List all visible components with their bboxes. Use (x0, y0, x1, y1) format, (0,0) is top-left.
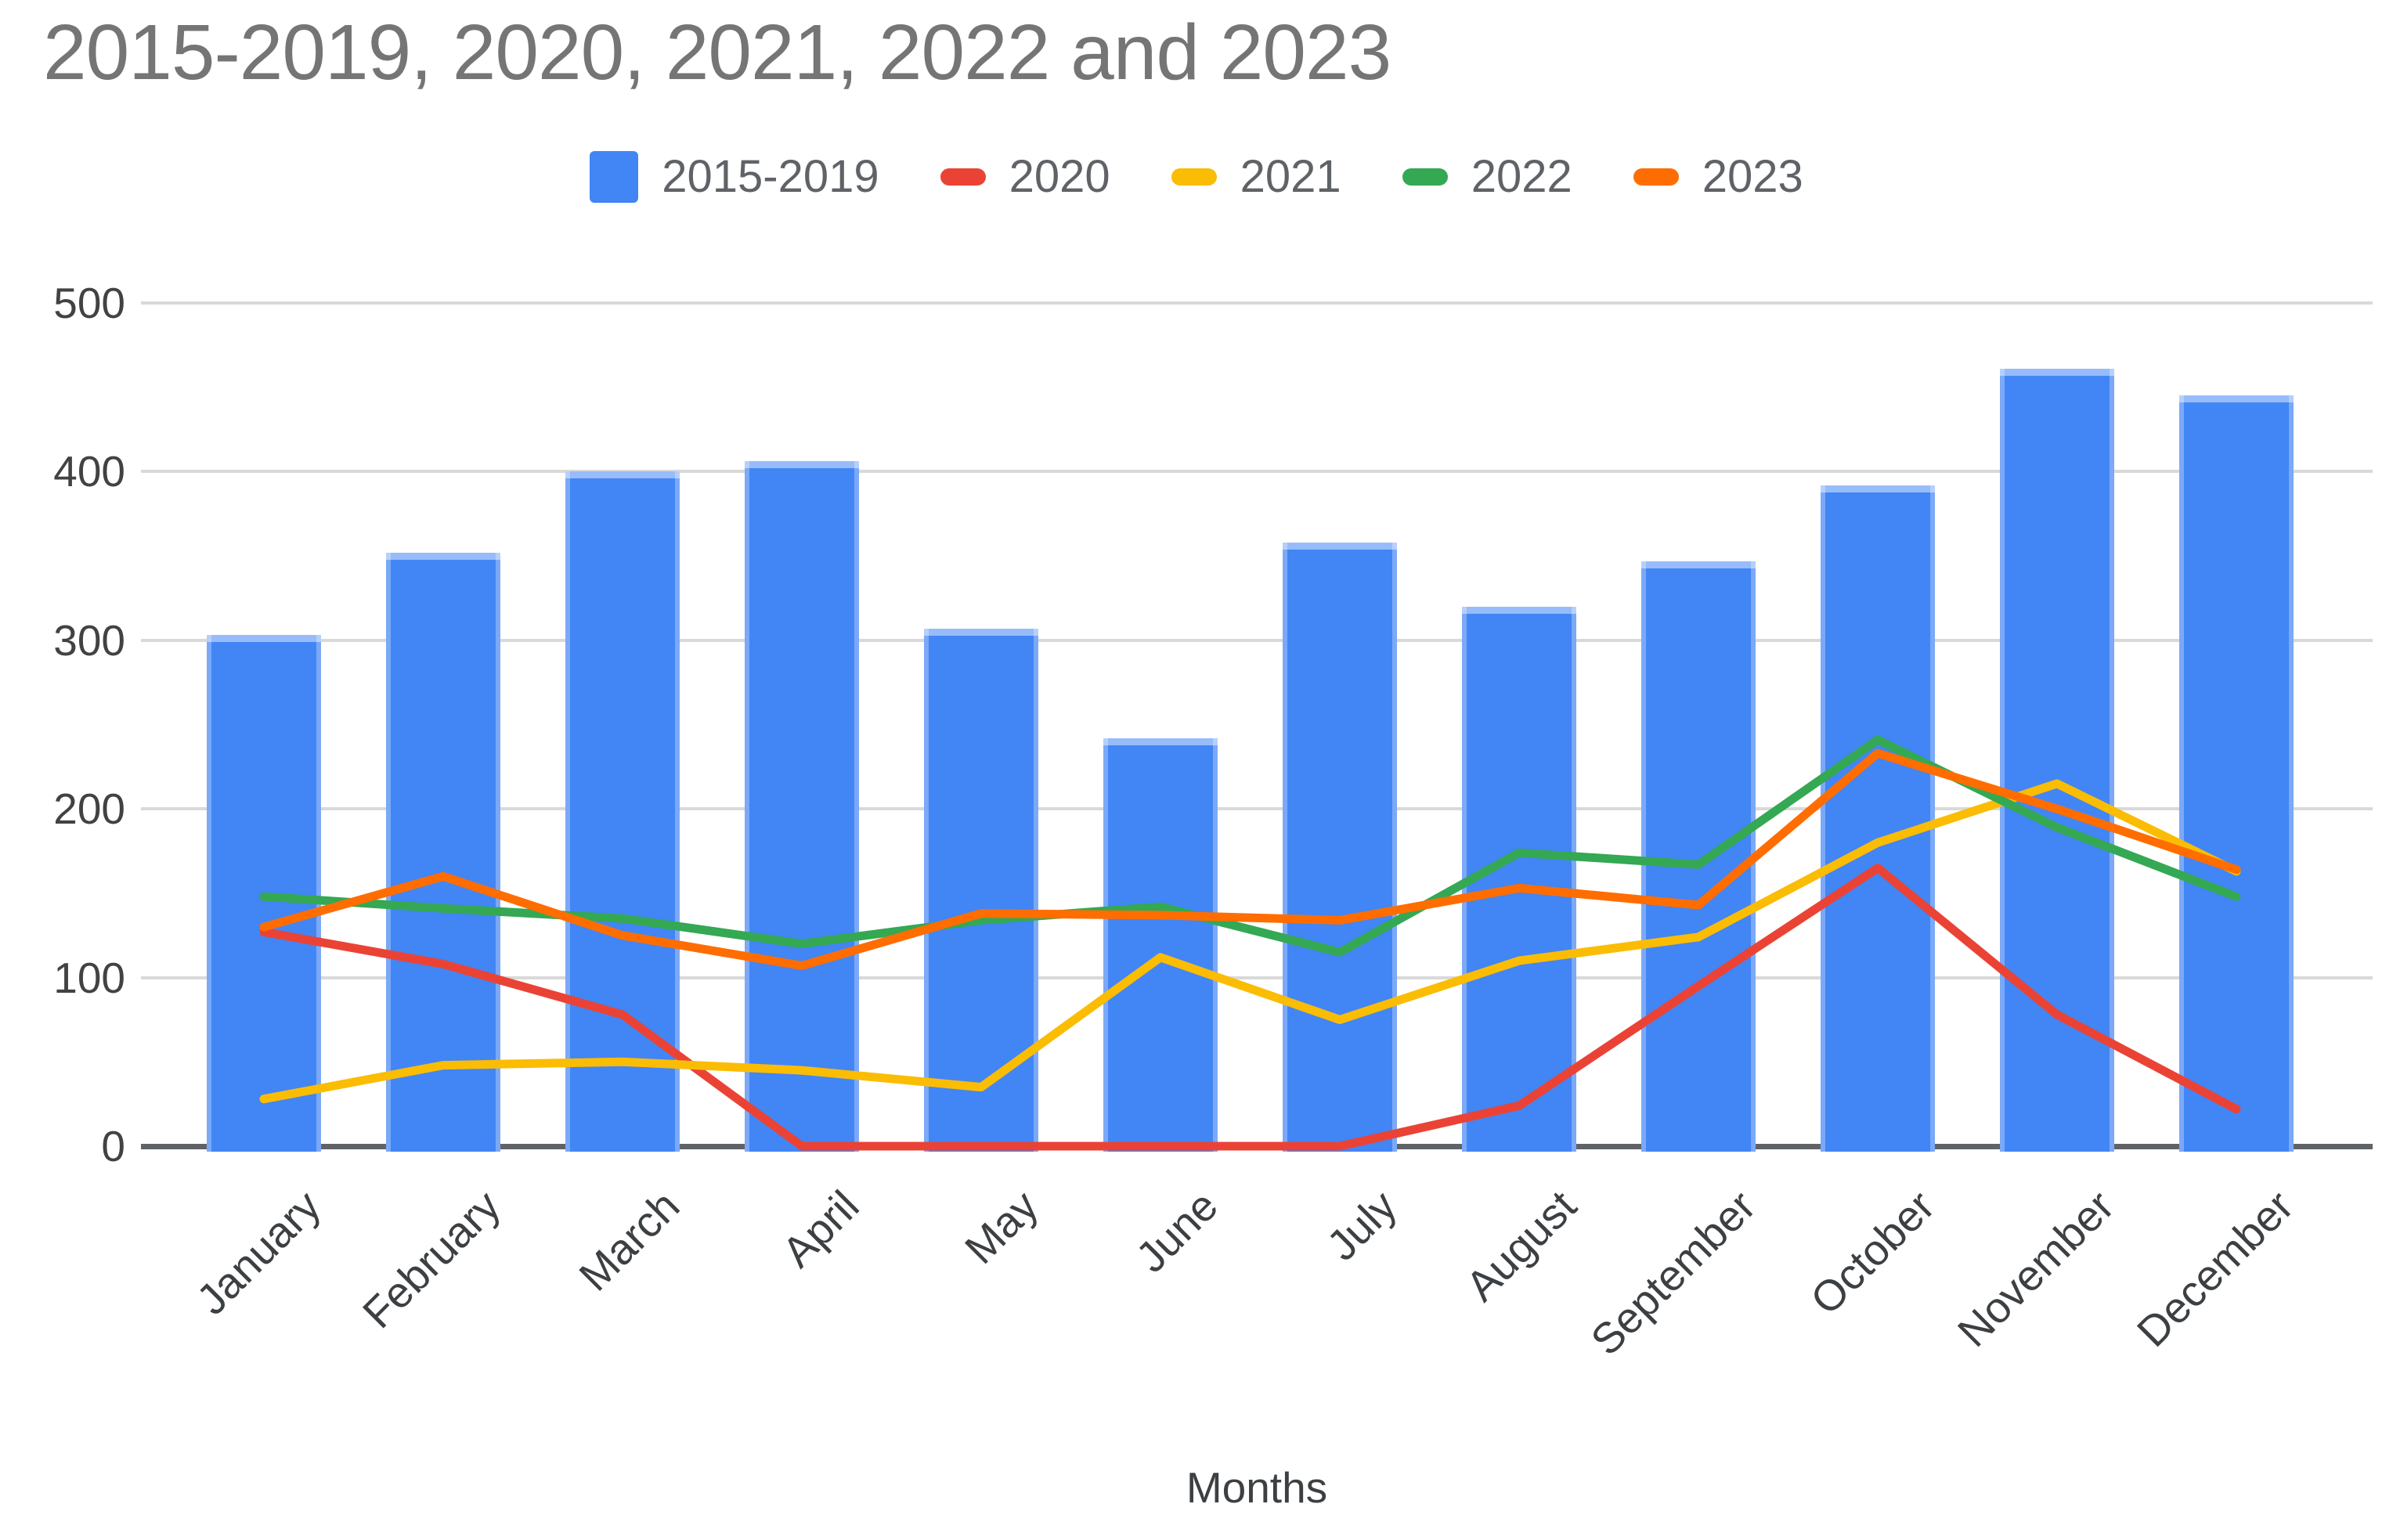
bar-october[interactable] (1821, 485, 1935, 1152)
legend-label: 2021 (1240, 151, 1341, 202)
y-axis-tick-label: 400 (53, 447, 125, 496)
legend-label: 2015-2019 (662, 151, 879, 202)
legend-label: 2023 (1702, 151, 1803, 202)
bar-december[interactable] (2179, 395, 2294, 1152)
legend: 2015-2019 2020 2021 2022 2023 (0, 150, 2393, 203)
x-axis-label-february: February (353, 1181, 510, 1338)
legend-swatch-2020-icon (940, 168, 986, 186)
bar-june[interactable] (1103, 738, 1218, 1152)
x-axis-label-march: March (569, 1181, 689, 1300)
bar-march[interactable] (565, 471, 680, 1152)
bar-september[interactable] (1641, 561, 1756, 1152)
legend-swatch-2021-icon (1171, 168, 1217, 186)
x-axis-label-august: August (1456, 1181, 1586, 1311)
x-axis-label-october: October (1801, 1181, 1944, 1324)
bar-february[interactable] (386, 552, 500, 1152)
legend-item-2015-2019[interactable]: 2015-2019 (590, 150, 879, 203)
legend-swatch-2022-icon (1402, 168, 1448, 186)
x-axis-label-july: July (1317, 1181, 1406, 1270)
legend-item-2021[interactable]: 2021 (1171, 150, 1341, 203)
gridline (141, 976, 2373, 979)
legend-item-2022[interactable]: 2022 (1402, 150, 1572, 203)
x-axis-label-november: November (1948, 1181, 2124, 1356)
line-2023[interactable] (259, 748, 2241, 970)
legend-item-2023[interactable]: 2023 (1633, 150, 1803, 203)
x-axis-label-december: December (2128, 1181, 2303, 1356)
x-axis-label-january: January (187, 1181, 330, 1324)
y-axis-tick-label: 200 (53, 784, 125, 834)
x-axis-label-april: April (772, 1181, 868, 1277)
bar-july[interactable] (1283, 542, 1397, 1152)
bar-april[interactable] (745, 461, 859, 1152)
bar-november[interactable] (2000, 369, 2114, 1152)
x-axis-label-september: September (1581, 1181, 1765, 1365)
legend-item-2020[interactable]: 2020 (940, 150, 1110, 203)
chart-title: 2015-2019, 2020, 2021, 2022 and 2023 (43, 9, 1391, 96)
gridline (141, 807, 2373, 811)
y-axis-tick-label: 500 (53, 279, 125, 327)
bar-august[interactable] (1462, 606, 1576, 1152)
y-axis-tick-label: 0 (101, 1122, 125, 1170)
line-2021[interactable] (259, 779, 2241, 1104)
gridline (141, 301, 2373, 305)
line-2022[interactable] (259, 735, 2241, 957)
gridline (141, 470, 2373, 474)
gridline (141, 638, 2373, 642)
legend-swatch-2015-2019-icon (590, 150, 639, 203)
legend-swatch-2023-icon (1633, 168, 1679, 186)
legend-label: 2022 (1471, 151, 1572, 202)
x-axis-label-may: May (955, 1181, 1048, 1274)
x-axis-title: Months (1186, 1463, 1328, 1512)
bar-may[interactable] (924, 628, 1038, 1152)
line-2020[interactable] (259, 864, 2241, 1151)
y-axis-tick-label: 100 (53, 953, 125, 1002)
x-axis-label-june: June (1126, 1181, 1227, 1282)
legend-label: 2020 (1009, 151, 1110, 202)
y-axis-tick-label: 300 (53, 615, 125, 665)
